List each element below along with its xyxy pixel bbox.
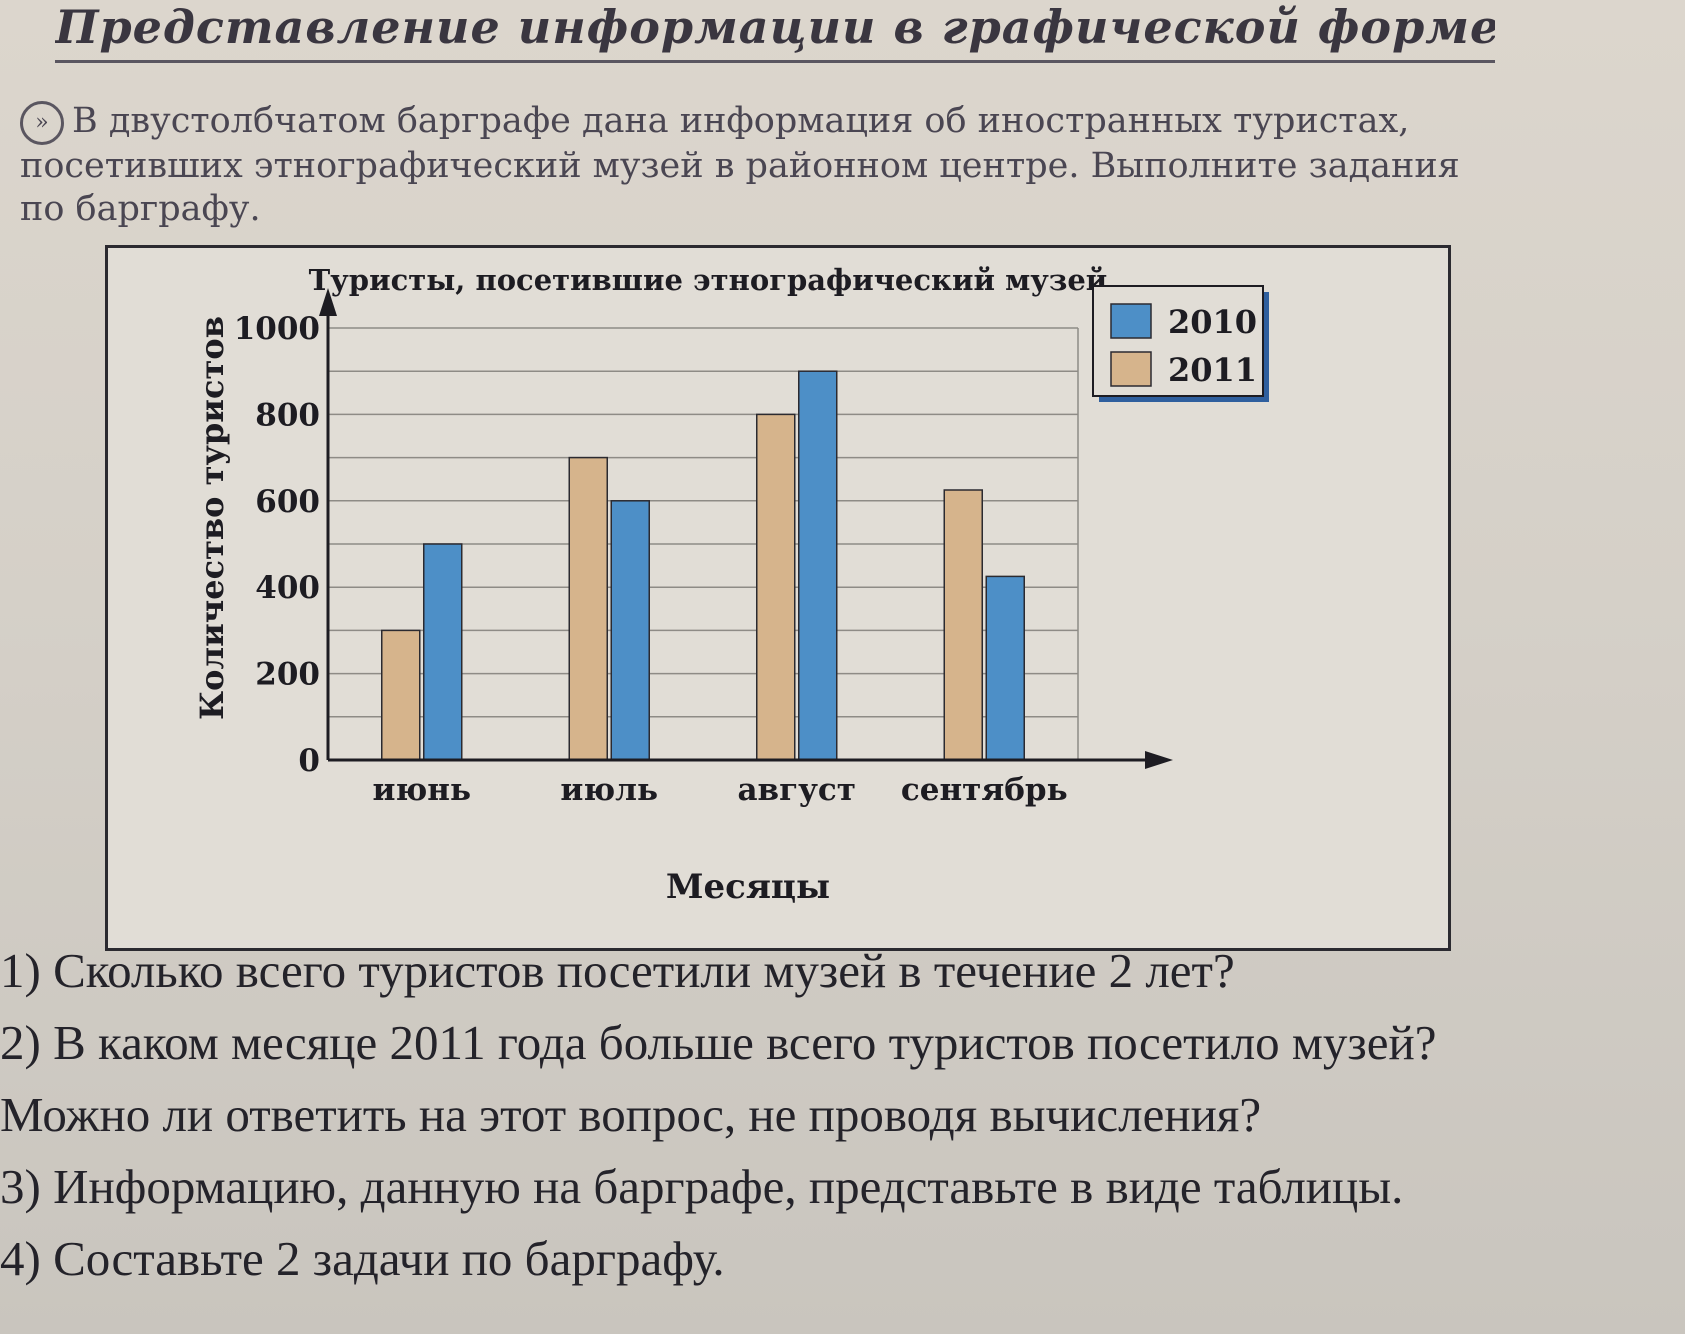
task-marker-icon: »	[20, 100, 64, 145]
x-axis-arrow-icon	[1145, 751, 1173, 769]
bar-2011-июль	[568, 456, 608, 761]
question-1: 1) Сколько всего туристов посетили музей…	[0, 943, 1235, 998]
page-title: Представление информации в графической ф…	[55, 0, 1495, 63]
bar-2011-июнь	[381, 629, 421, 761]
x-tick-label: июль	[560, 772, 658, 808]
x-tick-labels: июнь июль август сентябрь	[372, 772, 1067, 808]
legend: 2010 2011	[1092, 285, 1269, 402]
bar-2010-июль	[610, 500, 650, 761]
legend-swatch-2011	[1110, 351, 1152, 387]
y-tick-label: 200	[255, 657, 320, 693]
question-2: 2) В каком месяце 2011 года больше всего…	[0, 1015, 1437, 1070]
bars	[381, 370, 1025, 761]
legend-swatch-2010	[1110, 303, 1152, 339]
legend-label-2011: 2011	[1168, 351, 1257, 389]
question-3: 3) Информацию, данную на барграфе, предс…	[0, 1159, 1404, 1214]
y-axis-arrow-icon	[319, 288, 337, 316]
x-tick-label: июнь	[372, 772, 471, 808]
bar-2010-июнь	[423, 543, 463, 761]
y-axis-label: Количество туристов	[193, 316, 231, 720]
intro-text: В двустолбчатом барграфе дана информация…	[20, 101, 1460, 229]
intro-block: » В двустолбчатом барграфе дана информаци…	[20, 100, 1460, 231]
question-4: 4) Составьте 2 задачи по барграфу.	[0, 1231, 725, 1286]
x-tick-label: август	[737, 772, 856, 808]
y-tick-label: 800	[255, 397, 320, 433]
y-tick-label: 400	[255, 570, 320, 606]
legend-label-2010: 2010	[1168, 303, 1257, 341]
bar-2010-сентябрь	[985, 575, 1025, 761]
bar-2011-август	[756, 413, 796, 761]
y-tick-label: 0	[298, 743, 320, 779]
y-tick-label: 600	[255, 484, 320, 520]
x-axis-label: Месяцы	[666, 867, 830, 907]
axes	[319, 288, 1173, 769]
bar-2010-август	[798, 370, 838, 761]
y-tick-label: 1000	[234, 311, 320, 347]
questions-list: 1) Сколько всего туристов посетили музей…	[0, 935, 1685, 1295]
question-2-followup: Можно ли ответить на этот вопрос, не про…	[0, 1087, 1262, 1142]
chart-title: Туристы, посетившие этнографический музе…	[309, 263, 1108, 297]
chart-frame: Туристы, посетившие этнографический музе…	[105, 245, 1451, 951]
x-tick-label: сентябрь	[901, 772, 1068, 808]
bar-2011-сентябрь	[943, 489, 983, 761]
y-tick-labels: 0 200 400 600 800 1000	[234, 311, 320, 779]
bar-chart: Туристы, посетившие этнографический музе…	[193, 263, 1269, 907]
